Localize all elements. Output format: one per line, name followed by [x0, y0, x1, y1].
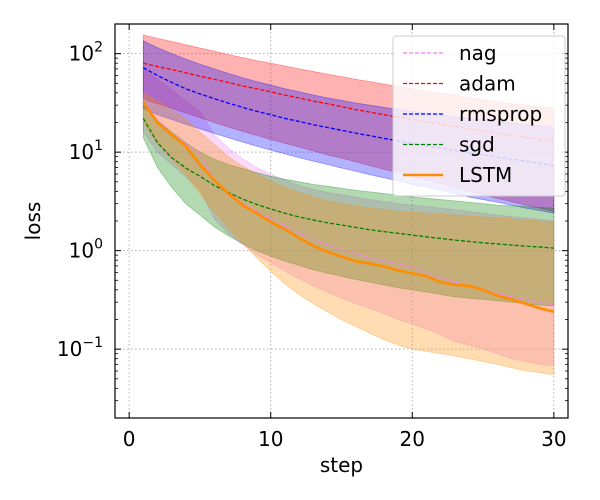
x-tick-label: 20 — [400, 427, 425, 451]
y-tick-label: 101 — [69, 138, 103, 164]
x-tick-label: 10 — [258, 427, 283, 451]
legend-label-rmsprop: rmsprop — [459, 102, 542, 126]
legend-label-lstm: LSTM — [459, 163, 512, 187]
series-lines — [142, 62, 555, 313]
y-tick-label: 100 — [69, 237, 103, 263]
legend-box — [392, 35, 566, 197]
axis-ticks: 0 10 20 30 10−1 100 101 102 — [57, 24, 568, 451]
legend: nag adam rmsprop sgd LSTM — [392, 35, 566, 197]
line-sgd — [142, 118, 554, 249]
band-lstm — [142, 92, 555, 376]
band-sgd — [142, 104, 555, 307]
band-nag — [142, 68, 555, 367]
y-tick-label: 10−1 — [57, 335, 103, 361]
x-tick-label: 0 — [123, 427, 136, 451]
x-tick-label: 30 — [541, 427, 566, 451]
line-lstm — [142, 101, 555, 313]
legend-label-sgd: sgd — [459, 133, 495, 157]
legend-label-nag: nag — [459, 41, 497, 65]
y-axis-title: loss — [21, 202, 45, 241]
y-tick-label: 102 — [69, 40, 103, 66]
legend-label-adam: adam — [459, 72, 516, 96]
x-axis-title: step — [320, 453, 363, 477]
